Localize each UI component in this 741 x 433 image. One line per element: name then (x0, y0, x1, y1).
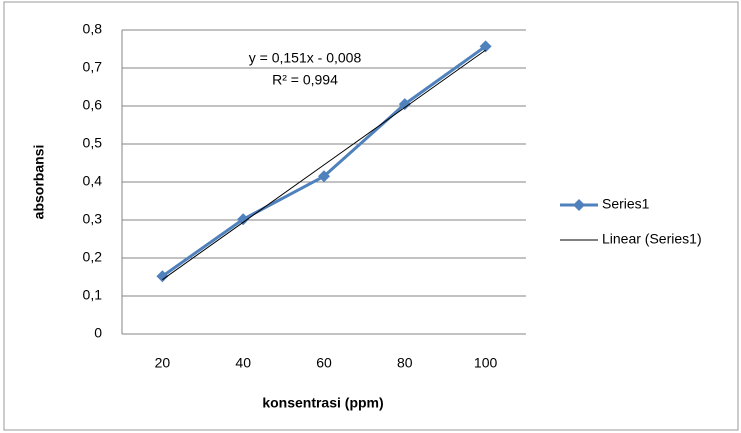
y-tick-label: 0,8 (83, 21, 103, 37)
chart-border (3, 1, 739, 431)
x-axis-title: konsentrasi (ppm) (262, 395, 383, 411)
y-tick-label: 0 (94, 325, 102, 341)
y-tick-label: 0,3 (83, 211, 103, 227)
marker (398, 98, 411, 111)
legend-label: Series1 (602, 196, 650, 212)
y-tick-label: 0,1 (83, 287, 103, 303)
y-tick-label: 0,6 (83, 97, 103, 113)
x-tick-label: 80 (397, 355, 413, 371)
trend-line (162, 49, 486, 281)
marker (318, 170, 330, 183)
legend-marker (573, 199, 585, 211)
x-tick-label: 60 (316, 355, 332, 371)
x-tick-label: 40 (235, 355, 251, 371)
marker (479, 40, 492, 53)
r-squared: R² = 0,994 (272, 72, 338, 88)
y-tick-label: 0,2 (83, 249, 103, 265)
marker (237, 213, 250, 226)
marker (156, 270, 169, 283)
y-tick-label: 0,4 (83, 173, 103, 189)
x-tick-label: 100 (474, 355, 498, 371)
y-axis-title: absorbansi (31, 145, 47, 220)
legend-label: Linear (Series1) (602, 231, 702, 247)
x-tick-label: 20 (155, 355, 171, 371)
y-tick-label: 0,5 (83, 135, 103, 151)
y-tick-label: 0,7 (83, 59, 103, 75)
trend-equation: y = 0,151x - 0,008 (249, 50, 362, 66)
